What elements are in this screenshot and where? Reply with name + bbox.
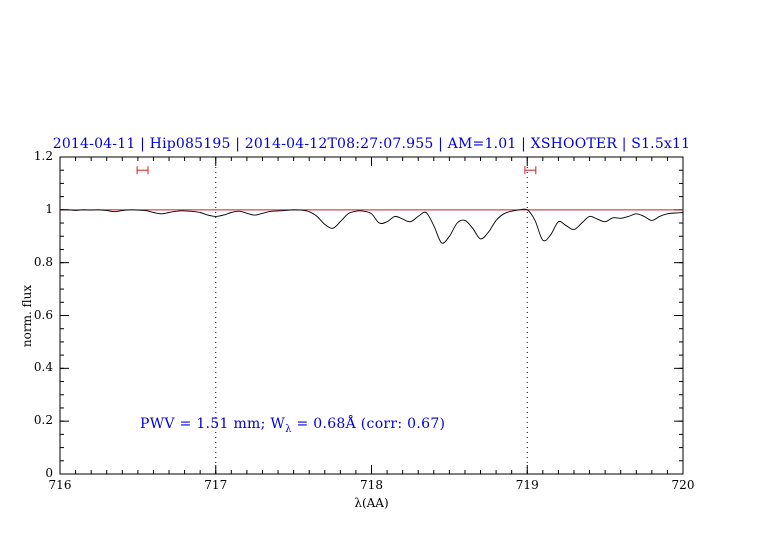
plot-title: 2014-04-11 | Hip085195 | 2014-04-12T08:2… <box>52 136 691 152</box>
x-tick-label: 717 <box>204 478 228 492</box>
x-tick-label: 720 <box>671 478 695 492</box>
annotation-text-2: = 0.68Å (corr: 0.67) <box>291 416 446 432</box>
y-tick-label: 1 <box>45 201 53 216</box>
x-axis-label: λ(AA) <box>354 496 389 510</box>
pwv-annotation: PWV = 1.51 mm; Wλ = 0.68Å (corr: 0.67) <box>140 416 445 435</box>
y-tick-label: 0.2 <box>33 413 53 428</box>
annotation-text-1: PWV = 1.51 mm; W <box>140 416 286 432</box>
y-tick-label: 0 <box>45 466 53 480</box>
x-tick-label: 719 <box>515 478 539 492</box>
spectrum-curve <box>59 208 684 244</box>
annotation-lambda-sub: λ <box>285 423 292 435</box>
x-tick-label: 718 <box>360 478 383 492</box>
x-tick-label: 716 <box>48 478 72 492</box>
y-axis-label: norm. flux <box>20 284 34 348</box>
y-tick-label: 1.2 <box>33 149 53 163</box>
y-tick-label: 0.4 <box>33 360 53 375</box>
y-tick-label: 0.8 <box>33 254 53 269</box>
y-tick-label: 0.6 <box>33 307 53 322</box>
